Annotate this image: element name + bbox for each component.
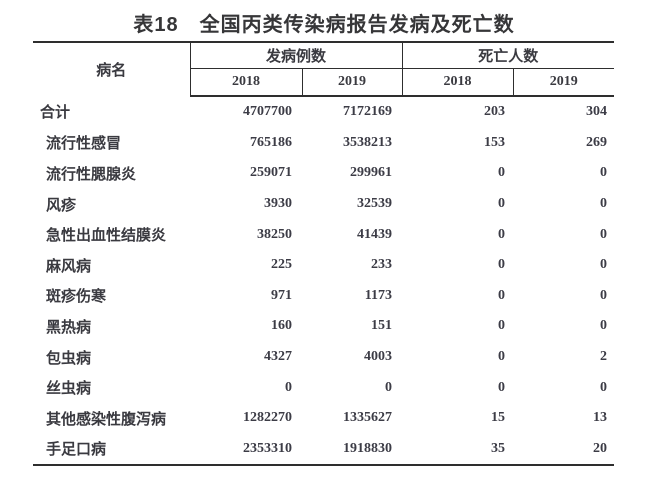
cases-2018-cell: 765186 [250, 134, 292, 150]
table-title: 表18 全国丙类传染病报告发病及死亡数 [133, 14, 515, 36]
table-row: 丝虫病 0 0 0 0 [33, 372, 614, 403]
cases-2019-cell: 32539 [357, 196, 393, 212]
header-year-deaths-2019: 2019 [513, 68, 615, 97]
header-group-row: 病名 发病例数 死亡人数 [33, 42, 615, 96]
cases-2018-cell: 971 [271, 287, 292, 303]
table-row: 斑疹伤寒 971 1173 0 0 [33, 281, 614, 312]
table-row: 流行性腮腺炎 259071 299961 0 0 [33, 158, 614, 189]
cases-2018-cell: 3930 [264, 196, 292, 212]
disease-name-cell: 手足口病 [46, 441, 107, 459]
deaths-2018-cell: 0 [498, 226, 506, 242]
header-year-deaths-2018: 2018 [402, 68, 514, 97]
header-year-cases-2018: 2018 [190, 68, 303, 97]
deaths-2019-cell: 0 [600, 257, 608, 273]
deaths-2019-cell: 0 [600, 287, 608, 303]
deaths-2019-cell: 0 [600, 226, 608, 242]
deaths-2019-cell: 0 [600, 318, 608, 334]
cases-2018-cell: 259071 [250, 165, 292, 181]
cases-2019-cell: 41439 [357, 226, 393, 242]
deaths-2019-cell: 0 [600, 165, 608, 181]
table-row-total: 合计 4707700 7172169 203 304 [33, 96, 614, 128]
table-row: 麻风病 225 233 0 0 [33, 250, 614, 281]
header-year-cases-2019: 2019 [302, 68, 403, 97]
cases-2019-cell: 1173 [364, 287, 393, 303]
cases-2019-cell: 3538213 [343, 134, 393, 150]
disease-name-cell: 包虫病 [46, 349, 92, 367]
disease-name-cell: 其他感染性腹泻病 [46, 410, 167, 428]
disease-table: 病名 发病例数 死亡人数 2018 2019 2018 2019 合计 4707… [33, 41, 615, 467]
table-row: 黑热病 160 151 0 0 [33, 311, 614, 342]
table-row: 包虫病 4327 4003 0 2 [33, 342, 614, 373]
cases-2018-cell: 0 [285, 379, 292, 395]
cases-2018-cell: 4707700 [243, 104, 292, 120]
deaths-2019-cell: 0 [600, 379, 608, 395]
deaths-2019-cell: 269 [586, 134, 608, 150]
table-body: 合计 4707700 7172169 203 304 流行性感冒 765186 … [33, 96, 614, 465]
header-deaths-group: 死亡人数 [402, 42, 615, 69]
cases-2018-cell: 160 [271, 318, 292, 334]
deaths-2018-cell: 0 [498, 196, 506, 212]
cases-2019-cell: 7172169 [343, 104, 393, 120]
cases-2019-cell: 4003 [364, 349, 393, 365]
disease-name-cell: 丝虫病 [46, 380, 92, 398]
table-row: 流行性感冒 765186 3538213 153 269 [33, 128, 614, 159]
cases-2018-cell: 2353310 [243, 440, 292, 456]
disease-name-cell: 流行性感冒 [46, 135, 122, 153]
deaths-2018-cell: 0 [498, 349, 506, 365]
table-row: 手足口病 2353310 1918830 35 20 [33, 434, 614, 466]
disease-name-cell: 合计 [40, 104, 71, 122]
disease-name-cell: 流行性腮腺炎 [46, 165, 137, 183]
header-disease-name: 病名 [33, 42, 191, 96]
cases-2019-cell: 0 [385, 379, 393, 395]
deaths-2018-cell: 0 [498, 318, 506, 334]
cases-2018-cell: 225 [271, 257, 292, 273]
deaths-2018-cell: 0 [498, 257, 506, 273]
disease-name-cell: 斑疹伤寒 [46, 288, 107, 306]
deaths-2018-cell: 153 [484, 134, 506, 150]
header-year-row: 2018 2019 2018 2019 [33, 68, 615, 97]
deaths-2018-cell: 0 [498, 165, 506, 181]
table-row: 其他感染性腹泻病 1282270 1335627 15 13 [33, 403, 614, 434]
cases-2019-cell: 151 [371, 318, 393, 334]
cases-2019-cell: 299961 [350, 165, 393, 181]
cases-2018-cell: 38250 [257, 226, 292, 242]
disease-name-cell: 麻风病 [46, 257, 92, 275]
cases-2018-cell: 4327 [264, 349, 292, 365]
disease-name-cell: 黑热病 [46, 318, 92, 336]
deaths-2019-cell: 13 [593, 410, 608, 426]
cases-2019-cell: 233 [371, 257, 393, 273]
deaths-2018-cell: 15 [491, 410, 506, 426]
deaths-2019-cell: 0 [600, 196, 608, 212]
header-cases-group: 发病例数 [190, 42, 403, 69]
deaths-2019-cell: 2 [600, 349, 608, 365]
deaths-2018-cell: 203 [484, 104, 506, 120]
deaths-2018-cell: 0 [498, 379, 506, 395]
table-row: 风疹 3930 32539 0 0 [33, 189, 614, 220]
disease-name-cell: 急性出血性结膜炎 [46, 227, 167, 245]
disease-name-cell: 风疹 [46, 196, 77, 214]
table-row: 急性出血性结膜炎 38250 41439 0 0 [33, 219, 614, 250]
deaths-2018-cell: 35 [491, 440, 506, 456]
table-header: 病名 发病例数 死亡人数 2018 2019 2018 2019 [33, 42, 615, 97]
cases-2019-cell: 1335627 [343, 410, 393, 426]
deaths-2019-cell: 304 [586, 104, 608, 120]
deaths-2018-cell: 0 [498, 287, 506, 303]
deaths-2019-cell: 20 [593, 440, 608, 456]
cases-2019-cell: 1918830 [343, 440, 393, 456]
cases-2018-cell: 1282270 [243, 410, 292, 426]
